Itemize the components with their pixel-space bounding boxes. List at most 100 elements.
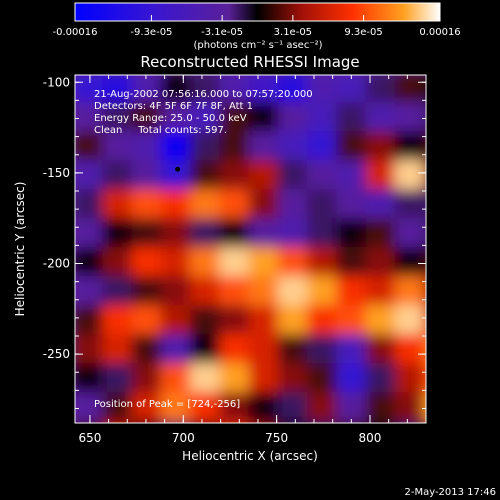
heatmap-cell [307, 363, 341, 396]
heatmap-cell [394, 392, 426, 423]
heatmap-cell [131, 247, 165, 280]
colorbar-ticks: -0.00016 -9.3e-05 -3.1e-05 3.1e-05 9.3e-05 0.… [53, 15, 461, 38]
heatmap-cell [365, 102, 399, 135]
y-axis-label: Heliocentric Y (arcsec) [13, 182, 27, 317]
heatmap-cell [365, 334, 399, 367]
heatmap-cell [424, 276, 426, 309]
colorbar: -0.00016 -9.3e-05 -3.1e-05 3.1e-05 9.3e-05 0.… [53, 2, 461, 51]
heatmap-cell [190, 102, 224, 135]
minimum-dot [175, 166, 181, 172]
heatmap-cell [102, 334, 136, 367]
heatmap-cell [424, 218, 426, 251]
heatmap-cell [102, 363, 136, 396]
heatmap-cell [160, 276, 195, 309]
heatmap-cell [160, 392, 195, 423]
heatmap-cell [424, 160, 426, 193]
heatmap-cell [277, 276, 312, 309]
heatmap-cell [277, 75, 312, 106]
heatmap-cell [336, 363, 370, 396]
heatmap-cell [160, 189, 195, 222]
colorbar-tick-label: -0.00016 [53, 27, 98, 38]
heatmap-cell [394, 218, 426, 251]
heatmap-area [75, 75, 426, 423]
heatmap-cell [336, 160, 370, 193]
heatmap-cell [424, 392, 426, 423]
heatmap-cells [75, 75, 426, 423]
heatmap-cell [131, 392, 165, 423]
heatmap-cell [248, 131, 282, 164]
heatmap-cell [75, 363, 107, 396]
heatmap-cell [307, 131, 341, 164]
heatmap-cell [102, 102, 136, 135]
heatmap-cell [131, 334, 165, 367]
heatmap-cell [248, 334, 282, 367]
heatmap-cell [131, 421, 165, 423]
heatmap-cell [307, 218, 341, 251]
x-tick-label: 800 [359, 431, 382, 445]
heatmap-cell [102, 218, 136, 251]
heatmap-cell [336, 392, 370, 423]
heatmap-cell [190, 305, 224, 338]
chart-title: Reconstructed RHESSI Image [140, 53, 359, 71]
heatmap-cell [424, 334, 426, 367]
x-tick-label: 750 [265, 431, 288, 445]
heatmap-cell [190, 189, 224, 222]
heatmap-cell [424, 421, 426, 423]
x-tick-label: 650 [78, 431, 101, 445]
heatmap-cell [75, 102, 107, 135]
heatmap-cell [219, 421, 253, 423]
heatmap-cell [424, 75, 426, 106]
heatmap-cell [219, 131, 253, 164]
heatmap-cell [307, 102, 341, 135]
peak-marker [175, 166, 181, 172]
x-axis-label: Heliocentric X (arcsec) [182, 449, 318, 463]
heatmap-cell [394, 160, 426, 193]
heatmap-cell [277, 334, 312, 367]
heatmap-cell [102, 421, 136, 423]
heatmap-cell [219, 102, 253, 135]
heatmap-cell [424, 131, 426, 164]
heatmap-cell [75, 160, 107, 193]
heatmap-cell [248, 102, 282, 135]
heatmap-cell [160, 75, 195, 106]
heatmap-cell [336, 102, 370, 135]
y-tick-label: -250 [43, 347, 70, 361]
heatmap-cell [248, 276, 282, 309]
heatmap-cell [160, 247, 195, 280]
heatmap-cell [336, 276, 370, 309]
heatmap-cell [131, 363, 165, 396]
heatmap-cell [248, 421, 282, 423]
heatmap-cell [277, 305, 312, 338]
heatmap-cell [307, 75, 341, 106]
y-axis-ticks: -100 -150 -200 -250 [43, 75, 426, 409]
heatmap-cell [394, 334, 426, 367]
heatmap-cell [190, 421, 224, 423]
colorbar-gradient [74, 2, 441, 22]
heatmap-cell [219, 189, 253, 222]
heatmap-cell [131, 218, 165, 251]
heatmap-cell [219, 334, 253, 367]
annotation-time-range: 21-Aug-2002 07:56:16.000 to 07:57:20.000 [94, 89, 313, 100]
heatmap-cell [75, 305, 107, 338]
heatmap-cell [336, 247, 370, 280]
heatmap-cell [336, 218, 370, 251]
colorbar-tick-label: -9.3e-05 [130, 27, 172, 38]
heatmap-cell [394, 75, 426, 106]
heatmap-cell [102, 247, 136, 280]
heatmap-cell [394, 131, 426, 164]
heatmap-cell [307, 305, 341, 338]
heatmap-cell [190, 131, 224, 164]
annotation-energy: Energy Range: 25.0 - 50.0 keV [94, 113, 247, 124]
heatmap-cell [394, 102, 426, 135]
heatmap-cell [424, 102, 426, 135]
heatmap-cell [277, 247, 312, 280]
heatmap-cell [131, 189, 165, 222]
heatmap-cell [277, 421, 312, 423]
heatmap-cell [394, 305, 426, 338]
heatmap-cell [190, 276, 224, 309]
heatmap-cell [248, 305, 282, 338]
x-axis-ticks: 650 700 750 800 [78, 75, 427, 445]
heatmap-cell [190, 160, 224, 193]
heatmap-cell [365, 392, 399, 423]
